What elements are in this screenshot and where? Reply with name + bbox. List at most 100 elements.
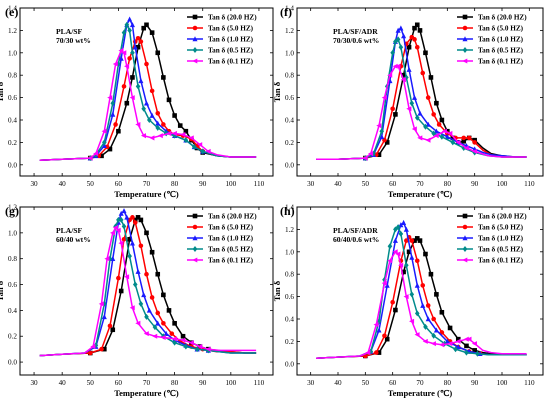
- data-point: [102, 346, 107, 352]
- data-point: [93, 151, 99, 157]
- series-line: [39, 24, 257, 162]
- data-point: [411, 126, 417, 132]
- x-tick-label: 60: [115, 180, 123, 188]
- data-point: [409, 318, 415, 324]
- data-point: [384, 282, 390, 288]
- data-point: [472, 140, 477, 145]
- panel-label: (h): [280, 204, 295, 218]
- x-tick-label: 50: [362, 180, 370, 188]
- data-point: [149, 30, 155, 35]
- data-point: [144, 22, 149, 28]
- data-point: [172, 339, 177, 346]
- legend-marker: [462, 14, 468, 20]
- chart-panel: (e) 0.0 0.2 0.4 0.6 0.8 1.0 1.2 1.4 30 40 50 60 70 80 9…: [0, 5, 274, 199]
- y-tick-label: 0.0: [285, 360, 294, 368]
- data-point: [93, 342, 99, 349]
- data-point: [163, 330, 169, 336]
- data-point: [205, 148, 211, 154]
- data-point: [393, 307, 398, 313]
- data-point: [395, 251, 401, 257]
- data-point: [121, 223, 127, 230]
- data-point: [169, 331, 175, 336]
- x-tick-label: 90: [199, 379, 207, 387]
- legend-label: Tan δ (20.0 HZ): [478, 14, 527, 22]
- data-point: [447, 341, 453, 347]
- data-point: [99, 346, 104, 352]
- data-point: [400, 77, 406, 83]
- data-point: [412, 25, 417, 31]
- data-point: [393, 112, 398, 117]
- y-tick-label: 0.8: [285, 271, 294, 279]
- data-point: [135, 35, 141, 41]
- data-point: [398, 25, 404, 31]
- legend-label: Tan δ (5.0 HZ): [478, 25, 524, 33]
- x-tick-label: 40: [59, 180, 67, 188]
- data-point: [390, 106, 395, 112]
- data-point: [118, 48, 124, 54]
- data-point: [116, 128, 121, 134]
- data-point: [398, 44, 404, 51]
- data-point: [138, 39, 144, 44]
- data-point: [409, 238, 415, 243]
- data-point: [121, 84, 127, 89]
- data-point: [124, 214, 130, 220]
- y-tick-label: 0.6: [8, 94, 17, 102]
- data-point: [423, 123, 428, 130]
- data-point: [132, 281, 138, 288]
- data-point: [172, 113, 177, 118]
- y-tick-label: 0.8: [8, 72, 17, 80]
- data-point: [395, 36, 401, 43]
- data-point: [423, 50, 428, 56]
- data-point: [464, 349, 469, 356]
- series-line: [39, 37, 257, 162]
- data-point: [373, 350, 379, 355]
- data-point: [87, 350, 93, 356]
- legend-label: Tan δ (0.1 HZ): [208, 257, 254, 265]
- legend-label: Tan δ (20.0 HZ): [208, 14, 257, 22]
- x-tick-label: 100: [225, 180, 236, 188]
- legend-marker: [192, 235, 198, 241]
- data-point: [414, 310, 420, 317]
- data-point: [149, 88, 155, 94]
- data-point: [384, 336, 390, 342]
- series-line: [316, 65, 527, 160]
- data-point: [155, 124, 161, 131]
- data-point: [155, 50, 161, 56]
- data-point: [110, 111, 116, 117]
- data-point: [135, 215, 141, 220]
- data-point: [466, 135, 472, 141]
- data-point: [406, 106, 412, 112]
- y-tick-label: 0.4: [285, 117, 294, 125]
- data-point: [113, 122, 118, 127]
- data-point: [414, 332, 420, 338]
- data-point: [447, 130, 453, 136]
- data-point: [414, 22, 420, 28]
- x-tick-label: 100: [497, 379, 508, 387]
- data-point: [183, 128, 189, 134]
- data-point: [441, 128, 447, 134]
- data-point: [414, 258, 420, 264]
- data-point: [404, 74, 409, 81]
- data-point: [141, 105, 146, 112]
- data-point: [143, 100, 150, 106]
- data-point: [444, 338, 450, 344]
- sample-composition: 70/30/0.6 wt%: [333, 36, 379, 45]
- legend-marker: [192, 224, 198, 230]
- legend-label: Tan δ (0.5 HZ): [478, 246, 524, 254]
- legend-label: Tan δ (0.5 HZ): [208, 246, 254, 254]
- data-point: [152, 333, 158, 339]
- data-point: [110, 230, 116, 236]
- data-point: [412, 37, 417, 42]
- data-point: [463, 145, 469, 151]
- data-point: [171, 336, 177, 342]
- data-point: [423, 323, 428, 330]
- data-point: [155, 110, 161, 116]
- data-point: [425, 303, 431, 308]
- series-line: [316, 24, 527, 160]
- data-point: [127, 16, 133, 22]
- data-point: [417, 135, 423, 141]
- data-point: [138, 217, 144, 223]
- legend-marker: [462, 36, 468, 42]
- data-point: [395, 27, 401, 33]
